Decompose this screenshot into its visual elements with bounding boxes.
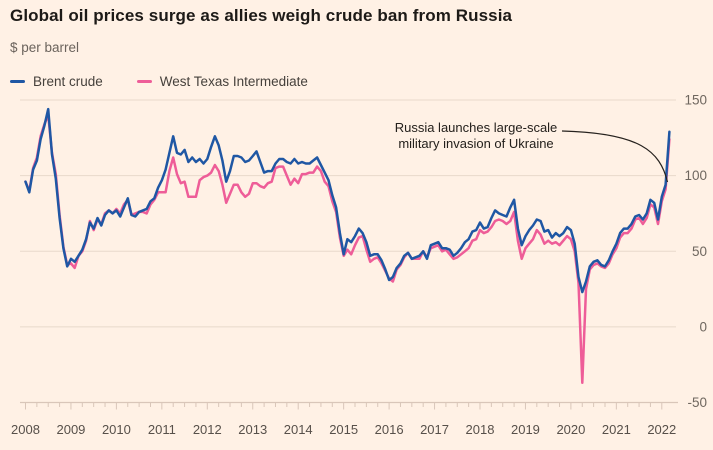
y-axis-label-150: 150	[684, 93, 707, 108]
x-axis-label-2010: 2010	[102, 422, 131, 437]
brent-crude-line	[24, 107, 671, 294]
annotation-pointer-line	[561, 130, 669, 183]
x-axis-label-2016: 2016	[375, 422, 404, 437]
x-axis-label-2013: 2013	[238, 422, 267, 437]
y-axis-label--50: -50	[687, 395, 707, 410]
legend-item-wti: West Texas Intermediate	[136, 74, 308, 89]
x-axis-label-2008: 2008	[11, 422, 40, 437]
data-series	[24, 107, 671, 385]
x-axis-label-2022: 2022	[647, 422, 676, 437]
axis-labels: 150 100 50 0 -50 2008 2009 2010 2011 2012 2013 2014…	[11, 93, 707, 438]
x-axis-label-2014: 2014	[284, 422, 313, 437]
annotation-line-2: military invasion of Ukraine	[398, 135, 554, 151]
y-axis-label-100: 100	[684, 168, 707, 183]
axes	[20, 401, 678, 410]
legend: Brent crude West Texas Intermediate	[10, 74, 342, 89]
x-axis-label-2018: 2018	[466, 422, 495, 437]
annotation-line-1: Russia launches large-scale	[394, 120, 558, 135]
x-axis-label-2012: 2012	[193, 422, 222, 437]
legend-label-brent: Brent crude	[33, 74, 103, 89]
x-axis-label-2017: 2017	[420, 422, 449, 437]
legend-item-brent: Brent crude	[10, 74, 103, 89]
legend-label-wti: West Texas Intermediate	[159, 74, 308, 89]
brent-line-swatch	[10, 79, 25, 84]
x-axis-label-2019: 2019	[511, 422, 540, 437]
x-axis-label-2021: 2021	[602, 422, 631, 437]
x-axis-label-2020: 2020	[556, 422, 585, 437]
wti-line-swatch	[136, 79, 152, 84]
y-axis-label-0: 0	[699, 319, 707, 334]
chart-title: Global oil prices surge as allies weigh …	[10, 6, 513, 25]
x-axis-label-2009: 2009	[56, 422, 85, 437]
x-axis-label-2011: 2011	[148, 422, 176, 437]
annotation-text: Russia launches large-scale military inv…	[376, 120, 576, 151]
x-axis-label-2015: 2015	[329, 422, 358, 437]
west-texas-intermediate-line	[24, 113, 671, 385]
y-axis-label-50: 50	[692, 244, 707, 259]
chart-subtitle: $ per barrel	[10, 40, 80, 55]
